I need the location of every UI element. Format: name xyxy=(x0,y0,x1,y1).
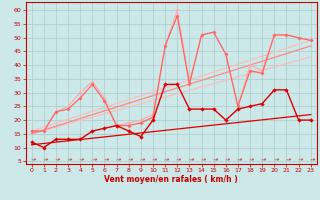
Text: ↗: ↗ xyxy=(307,156,314,163)
Text: ↗: ↗ xyxy=(186,156,193,163)
Text: ↗: ↗ xyxy=(235,156,241,163)
Text: ↗: ↗ xyxy=(259,156,266,163)
Text: ↗: ↗ xyxy=(174,156,181,163)
Text: ↗: ↗ xyxy=(28,156,35,163)
Text: ↗: ↗ xyxy=(113,156,120,163)
Text: ↗: ↗ xyxy=(52,156,59,163)
Text: ↗: ↗ xyxy=(65,156,71,163)
Text: ↗: ↗ xyxy=(89,156,96,163)
Text: ↗: ↗ xyxy=(283,156,290,163)
Text: ↗: ↗ xyxy=(125,156,132,163)
Text: ↗: ↗ xyxy=(77,156,84,163)
Text: ↗: ↗ xyxy=(295,156,302,163)
Text: ↗: ↗ xyxy=(40,156,47,163)
Text: ↗: ↗ xyxy=(198,156,205,163)
Text: ↗: ↗ xyxy=(101,156,108,163)
Text: ↗: ↗ xyxy=(162,156,169,163)
Text: ↗: ↗ xyxy=(247,156,253,163)
Text: ↗: ↗ xyxy=(210,156,217,163)
X-axis label: Vent moyen/en rafales ( km/h ): Vent moyen/en rafales ( km/h ) xyxy=(104,175,238,184)
Text: ↗: ↗ xyxy=(271,156,278,163)
Text: ↗: ↗ xyxy=(222,156,229,163)
Text: ↗: ↗ xyxy=(149,156,156,163)
Text: ↗: ↗ xyxy=(138,156,144,163)
